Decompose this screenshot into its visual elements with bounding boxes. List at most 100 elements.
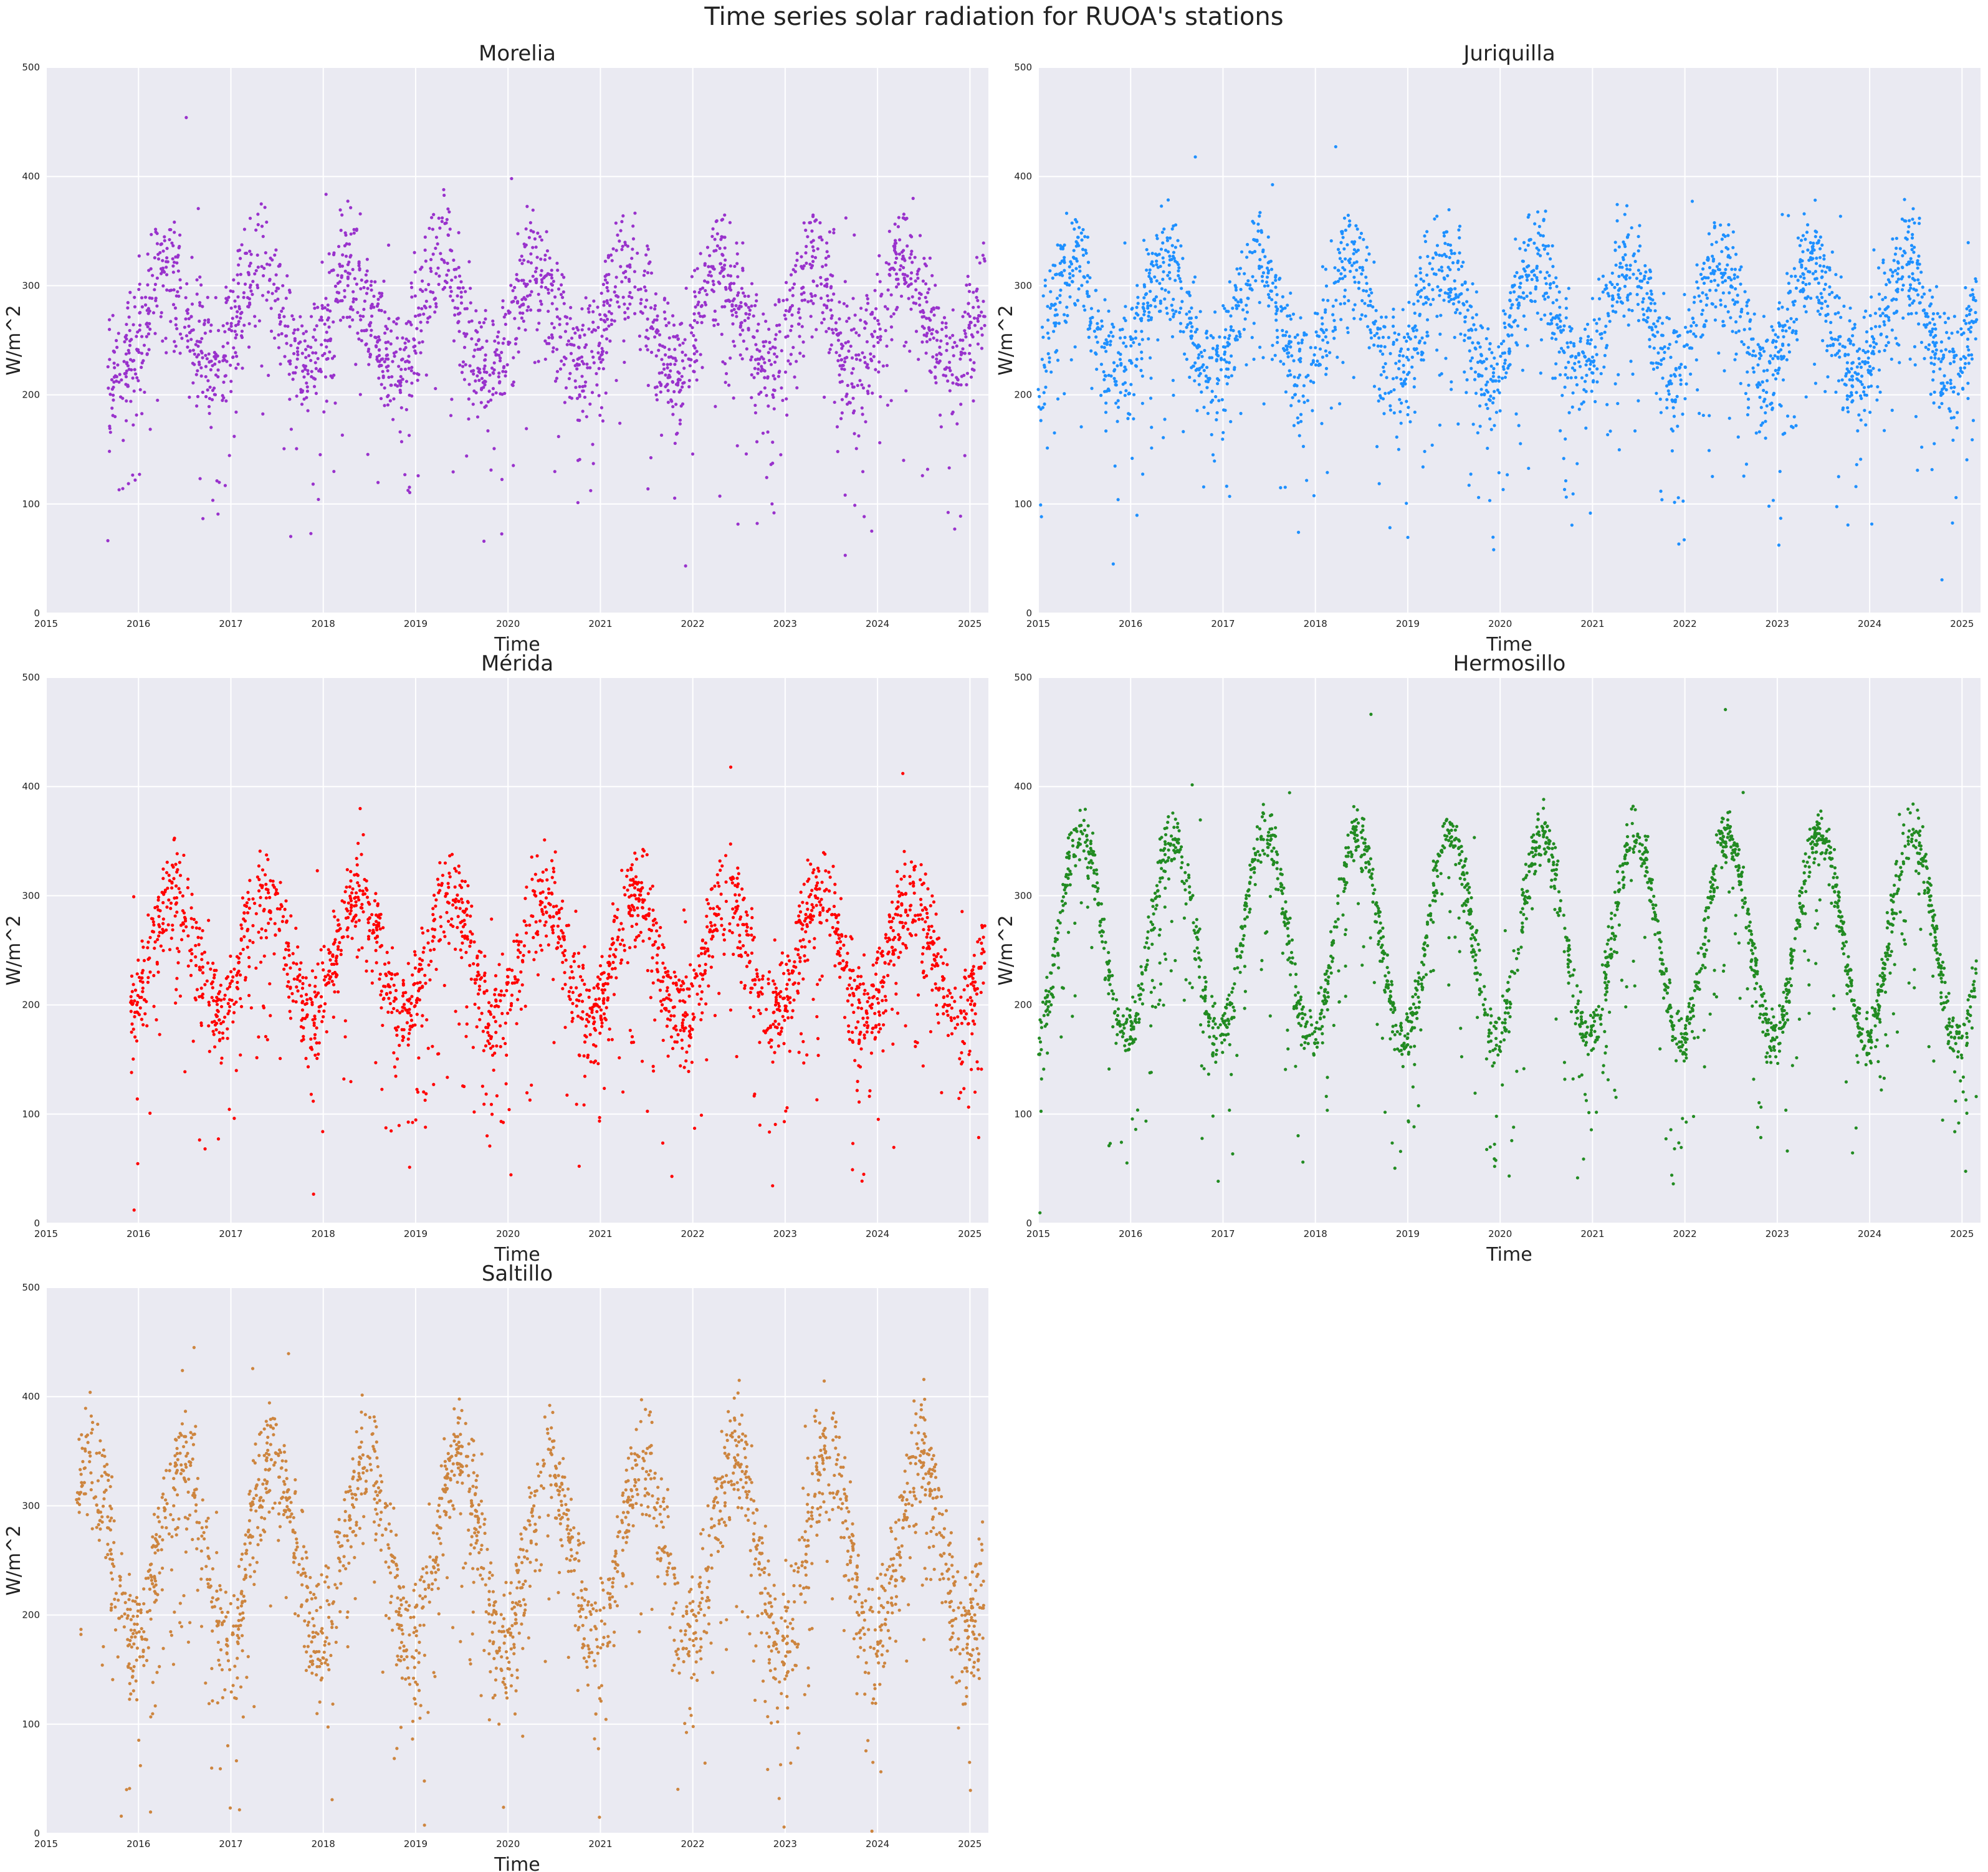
data-point (420, 279, 424, 283)
data-point (287, 373, 291, 376)
data-point (409, 323, 413, 327)
data-point (602, 303, 606, 307)
data-point (972, 316, 977, 320)
data-point (687, 378, 691, 383)
data-point (619, 265, 623, 269)
data-point (704, 289, 707, 292)
data-point (242, 323, 246, 327)
data-point (464, 290, 467, 294)
data-point (290, 314, 294, 318)
data-point (403, 341, 407, 345)
data-point (763, 386, 767, 390)
data-point (401, 378, 404, 381)
data-point (413, 251, 416, 254)
data-point (557, 434, 560, 439)
data-point (256, 265, 260, 269)
data-point (342, 315, 345, 319)
data-point (589, 489, 593, 492)
data-point (461, 360, 466, 364)
data-point (795, 386, 799, 389)
x-tick-label: 2021 (588, 618, 612, 629)
data-point (800, 292, 803, 296)
data-point (413, 314, 418, 318)
data-point (795, 259, 799, 262)
data-point (461, 286, 465, 290)
data-point (140, 305, 144, 308)
data-point (322, 410, 326, 414)
data-point (809, 292, 813, 296)
data-point (863, 361, 867, 365)
data-point (607, 310, 611, 313)
data-point (491, 319, 495, 323)
data-point (296, 353, 300, 356)
data-point (691, 452, 695, 456)
data-point (404, 337, 408, 341)
data-point (628, 302, 632, 306)
data-point (722, 275, 725, 279)
data-point (357, 264, 361, 267)
data-point (178, 332, 183, 336)
data-point (965, 283, 968, 287)
data-point (399, 375, 403, 378)
data-point (110, 406, 114, 410)
data-point (638, 348, 643, 351)
data-point (700, 366, 704, 370)
data-point (553, 470, 557, 474)
data-point (497, 371, 501, 375)
data-point (813, 294, 817, 297)
data-point (793, 270, 797, 274)
y-tick-label: 0 (34, 608, 40, 619)
data-point (750, 304, 753, 308)
data-point (145, 353, 149, 356)
data-point (688, 364, 692, 368)
data-point (385, 327, 389, 331)
data-point (529, 229, 533, 232)
data-point (312, 335, 315, 339)
data-point (804, 251, 808, 255)
data-point (197, 360, 201, 364)
data-point (543, 357, 547, 361)
data-point (235, 315, 239, 318)
data-point (925, 340, 929, 343)
data-point (389, 342, 393, 346)
data-point (653, 335, 657, 339)
data-point (131, 423, 135, 427)
data-point (730, 304, 734, 308)
data-point (428, 226, 431, 231)
data-point (543, 258, 547, 262)
data-point (591, 442, 595, 446)
x-tick-label: 2017 (219, 618, 242, 629)
data-point (830, 313, 834, 318)
data-point (379, 396, 383, 401)
data-point (198, 275, 202, 279)
data-point (879, 335, 882, 338)
data-point (372, 305, 376, 309)
data-point (748, 308, 752, 312)
data-point (742, 291, 745, 295)
data-point (883, 305, 887, 308)
data-point (239, 272, 242, 276)
data-point (274, 248, 278, 252)
data-point (148, 427, 152, 431)
data-point (236, 362, 240, 366)
data-point (633, 285, 637, 289)
data-point (575, 367, 579, 371)
data-point (477, 378, 481, 382)
data-point (703, 279, 707, 283)
data-point (920, 340, 924, 344)
data-point (398, 347, 402, 351)
data-point (486, 429, 490, 432)
data-point (225, 322, 229, 325)
data-point (370, 314, 374, 318)
data-point (800, 298, 804, 302)
data-point (418, 341, 421, 345)
data-point (146, 252, 150, 256)
data-point (159, 272, 163, 275)
data-point (690, 275, 694, 279)
data-point (925, 332, 929, 335)
data-point (424, 373, 428, 377)
data-point (555, 315, 560, 319)
data-point (872, 355, 876, 358)
data-point (412, 371, 416, 375)
data-point (143, 295, 148, 299)
